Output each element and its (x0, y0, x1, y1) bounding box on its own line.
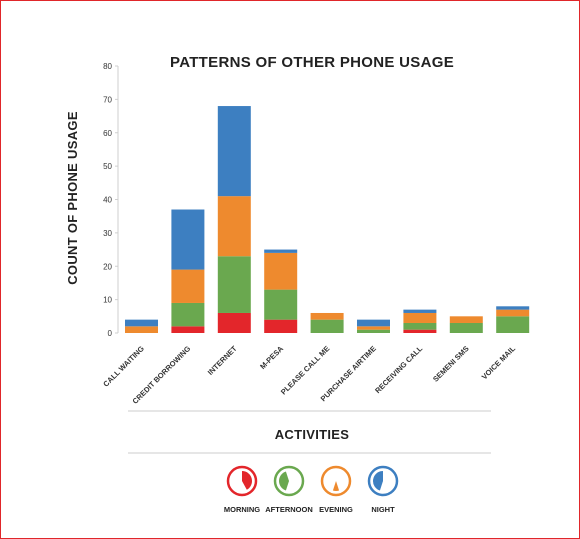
x-tick-label: SEMENI SMS (431, 344, 471, 384)
y-tick-label: 50 (103, 162, 112, 171)
y-tick-label: 70 (103, 95, 112, 104)
y-tick-label: 30 (103, 229, 112, 238)
x-axis-title: ACTIVITIES (275, 427, 350, 442)
morning-icon: MORNING (224, 465, 260, 514)
bar-segment (171, 269, 205, 303)
bar-segment (449, 316, 483, 323)
legend-label: AFTERNOON (265, 505, 313, 514)
bar-segment (125, 326, 158, 333)
legend-wedge (279, 471, 289, 491)
chart-title: PATTERNS OF OTHER PHONE USAGE (170, 54, 454, 71)
legend-label: EVENING (319, 505, 353, 514)
evening-icon: EVENING (319, 465, 353, 514)
bar-segment (264, 289, 298, 320)
y-tick-label: 40 (103, 196, 112, 205)
bar-segment (217, 256, 251, 313)
bar-segment (403, 329, 437, 333)
x-tick-label: VOICE MAIL (480, 344, 518, 382)
x-tick-label: M-PESA (258, 344, 285, 371)
bar-segment (171, 302, 205, 327)
afternoon-icon: AFTERNOON (265, 465, 313, 514)
legend-wedge (242, 471, 253, 490)
bar-segment (217, 106, 251, 197)
bar-segment (403, 309, 437, 313)
bar-segment (217, 196, 251, 257)
legend-label: MORNING (224, 505, 260, 514)
bar-segment (357, 329, 390, 333)
bar-segment (171, 209, 205, 270)
x-tick-label: CALL WAITING (101, 344, 146, 389)
bar-segment (264, 252, 298, 290)
bar-segment (264, 249, 298, 253)
bar-segment (125, 319, 158, 327)
bar-segment (264, 319, 298, 333)
bar-segment (310, 319, 344, 333)
y-tick-label: 10 (103, 296, 112, 305)
bar-segment (403, 312, 437, 323)
night-icon: NIGHT (367, 465, 399, 514)
bar-segment (496, 316, 530, 333)
y-tick-label: 60 (103, 129, 112, 138)
y-tick-label: 0 (108, 329, 113, 338)
y-tick-label: 80 (103, 62, 112, 71)
legend-wedge (373, 471, 383, 491)
bar-segment (403, 322, 437, 330)
legend-label: NIGHT (371, 505, 395, 514)
bar-segment (310, 312, 344, 320)
bar-segment (217, 312, 251, 333)
x-tick-label: RECEIVING CALL (373, 344, 424, 395)
y-axis-title: COUNT OF PHONE USAGE (65, 111, 80, 285)
bar-segment (357, 326, 390, 330)
legend: MORNING AFTERNOON EVENING NIGHT (224, 465, 399, 514)
bar-segment (171, 326, 205, 333)
bar-segment (496, 309, 530, 317)
bar-segment (496, 306, 530, 310)
y-axis: 0 10 20 30 40 50 60 70 80 (103, 62, 119, 338)
y-tick-label: 20 (103, 262, 112, 271)
x-tick-label: PLEASE CALL ME (279, 344, 332, 397)
legend-wedge (332, 481, 340, 491)
bars (125, 106, 530, 333)
bar-segment (357, 319, 390, 327)
x-tick-label: INTERNET (206, 344, 239, 377)
bar-segment (449, 322, 483, 333)
